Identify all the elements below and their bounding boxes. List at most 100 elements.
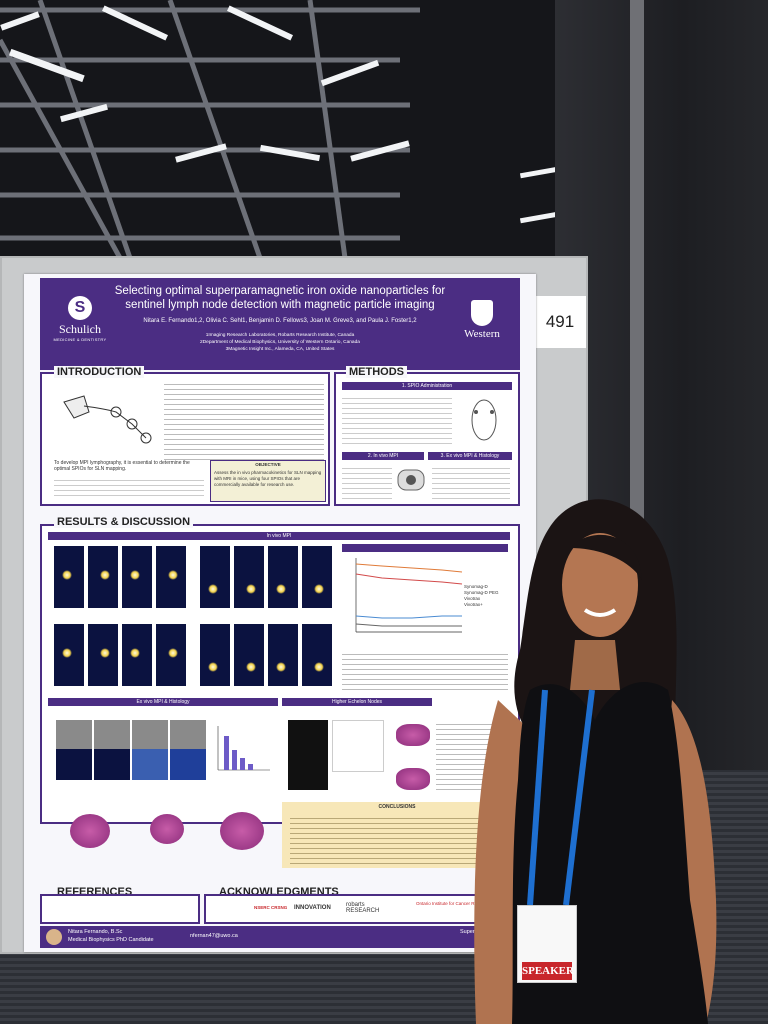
mouse-diagram [471, 399, 497, 441]
method-2-header: 2. In vivo MPI [342, 452, 424, 460]
quantification-chart [342, 544, 508, 646]
ex-vivo-image-4 [170, 720, 206, 780]
in-vivo-header: In vivo MPI [48, 532, 510, 540]
ex-vivo-header: Ex vivo MPI & Histology [48, 698, 278, 706]
affiliation-1: 1Imaging Research Laboratories, Robarts … [205, 333, 355, 338]
methods-heading: METHODS [346, 366, 407, 378]
results-heading: RESULTS & DISCUSSION [54, 516, 194, 528]
signal-hotspot [276, 662, 286, 672]
lanyard-left [527, 689, 548, 906]
histology-section-1 [70, 814, 110, 848]
lanyard-right [563, 689, 595, 906]
footer-role: Medical Biophysics PhD Candidate [68, 937, 154, 943]
intro-key-questions [54, 476, 204, 498]
footer-name: Nitara Fernando, B.Sc [68, 929, 123, 935]
signal-hotspot [208, 584, 218, 594]
mri-thumbnail [200, 546, 230, 608]
results-text [342, 650, 508, 690]
method-3-header: 3. Ex vivo MPI & Histology [428, 452, 512, 460]
legend-vivotrax-plus: Vivotrax+ [464, 602, 483, 607]
research-poster: S Schulich MEDICINE & DENTISTRY Selectin… [24, 274, 536, 952]
affiliation-2: 2Department of Medical Biophysics, Unive… [200, 340, 360, 345]
nserc-logo: NSERC CRSNG [254, 905, 288, 910]
affiliation-3: 3Magnetic Insight Inc., Alameda, CA, Uni… [225, 347, 335, 352]
western-shield-icon [471, 300, 493, 326]
references-box [40, 894, 200, 924]
mri-thumbnail [200, 624, 230, 686]
board-number: 491 [534, 296, 586, 348]
conclusions-text [290, 814, 504, 864]
mri-thumbnail [156, 624, 186, 686]
lymph-node-stain-2 [396, 768, 430, 790]
signal-hotspot [130, 570, 140, 580]
signal-hotspot [276, 584, 286, 594]
poster-header: S Schulich MEDICINE & DENTISTRY Selectin… [40, 278, 520, 370]
lymph-diagram [63, 395, 152, 444]
legend-synomag-d: Synomag-D [464, 584, 488, 589]
introduction-heading: INTRODUCTION [54, 366, 145, 378]
ceiling [0, 0, 620, 258]
higher-echelon-mouse-image [288, 720, 328, 790]
objective-text: Assess the in vivo pharmacokinetics for … [214, 470, 322, 487]
innovation-logo: INNOVATION [294, 905, 331, 911]
signal-hotspot [100, 648, 110, 658]
speaker-ribbon: SPEAKER [522, 962, 574, 980]
chart-legend: Synomag-D Synomag-D PEG Vivotrax Vivotra… [464, 584, 508, 608]
lymph-node-stain-1 [396, 724, 430, 746]
signal-hotspot [168, 648, 178, 658]
mri-thumbnail [156, 546, 186, 608]
presenter-avatar [46, 929, 62, 945]
higher-echelon-header: Higher Echelon Nodes [282, 698, 432, 706]
method-1-header: 1. SPIO Administration [342, 382, 512, 390]
acknowledgments-box [204, 894, 520, 924]
footer-email: nfernan47@uwo.ca [190, 933, 238, 939]
histology-section-3 [220, 812, 264, 850]
hair-fringe [570, 534, 642, 580]
method-1-text [342, 394, 452, 446]
schulich-sub: MEDICINE & DENTISTRY [53, 337, 107, 342]
western-name: Western [464, 328, 500, 340]
ceiling-lights [0, 0, 559, 258]
mri-thumbnail [54, 624, 84, 686]
intro-text-lines [164, 380, 324, 460]
mri-thumbnail [122, 624, 152, 686]
signal-hotspot [62, 648, 72, 658]
signal-hotspot [208, 662, 218, 672]
method-3-text [432, 464, 510, 502]
signal-hotspot [168, 570, 178, 580]
signal-hotspot [100, 570, 110, 580]
smile [583, 608, 617, 617]
signal-hotspot [314, 662, 324, 672]
signal-hotspot [130, 648, 140, 658]
schulich-name: Schulich [59, 322, 101, 336]
schulich-logo: S Schulich MEDICINE & DENTISTRY [50, 296, 110, 342]
schulich-s-icon: S [68, 296, 92, 320]
mri-thumbnail [88, 624, 118, 686]
higher-echelon-chart [332, 720, 384, 772]
mri-thumbnail [54, 546, 84, 608]
mpi-scanner-icon [397, 469, 425, 491]
signal-hotspot [246, 662, 256, 672]
method-2-text [342, 464, 392, 502]
conclusions-heading: CONCLUSIONS [378, 804, 416, 810]
ex-vivo-bar-chart [217, 726, 270, 771]
signal-hotspot [62, 570, 72, 580]
oicr-logo: Ontario Institute for Cancer Research [416, 901, 491, 906]
ex-vivo-image-2 [94, 720, 130, 780]
poster-title: Selecting optimal superparamagnetic iron… [114, 285, 446, 311]
mri-thumbnail [122, 546, 152, 608]
mri-thumbnail [88, 546, 118, 608]
histology-section-2 [150, 814, 184, 844]
mri-thumbnail [234, 546, 264, 608]
poster-authors: Nitara E. Fernando1,2, Olivia C. Sehl1, … [143, 318, 417, 324]
mri-thumbnail [268, 546, 298, 608]
legend-synomag-d-peg: Synomag-D PEG [464, 590, 499, 595]
poster-affiliations: 1Imaging Research Laboratories, Robarts … [110, 332, 450, 353]
mri-thumbnail [268, 624, 298, 686]
robarts-logo: robarts RESEARCH [346, 902, 380, 914]
mri-thumbnail [302, 546, 332, 608]
legend-vivotrax: Vivotrax [464, 596, 481, 601]
conclusions-box: CONCLUSIONS [282, 802, 512, 868]
